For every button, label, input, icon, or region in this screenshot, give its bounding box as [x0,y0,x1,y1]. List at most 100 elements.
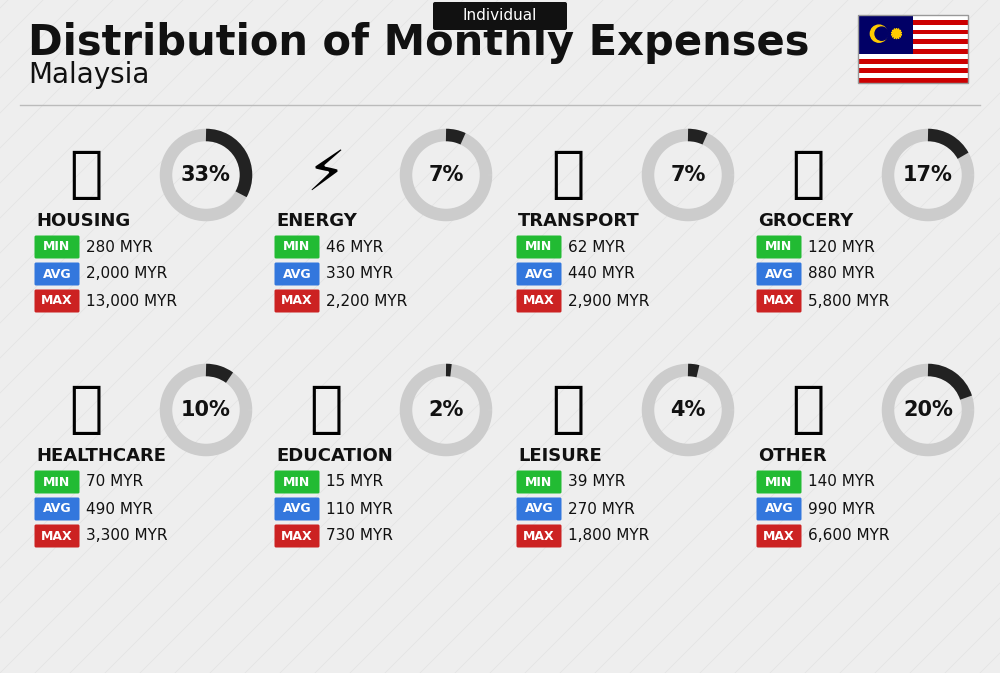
Text: HOUSING: HOUSING [36,212,130,230]
Text: 4%: 4% [670,400,706,420]
Text: 3,300 MYR: 3,300 MYR [86,528,168,544]
FancyBboxPatch shape [34,470,80,493]
Text: 2%: 2% [428,400,464,420]
FancyBboxPatch shape [516,470,562,493]
FancyBboxPatch shape [516,236,562,258]
Text: MIN: MIN [283,240,311,254]
FancyBboxPatch shape [757,289,802,312]
FancyBboxPatch shape [34,524,80,548]
Text: 🎓: 🎓 [309,383,343,437]
FancyBboxPatch shape [858,30,968,34]
Text: 46 MYR: 46 MYR [326,240,383,254]
FancyBboxPatch shape [858,15,968,20]
Text: Distribution of Monthly Expenses: Distribution of Monthly Expenses [28,22,810,64]
Text: 1,800 MYR: 1,800 MYR [568,528,649,544]
Text: HEALTHCARE: HEALTHCARE [36,447,166,465]
FancyBboxPatch shape [274,497,320,520]
Text: 140 MYR: 140 MYR [808,474,875,489]
Text: 💓: 💓 [69,383,103,437]
Text: 730 MYR: 730 MYR [326,528,393,544]
FancyBboxPatch shape [757,497,802,520]
Text: 280 MYR: 280 MYR [86,240,153,254]
Text: 440 MYR: 440 MYR [568,267,635,281]
Text: 🏢: 🏢 [69,148,103,202]
Text: AVG: AVG [525,503,553,516]
FancyBboxPatch shape [34,289,80,312]
Text: 39 MYR: 39 MYR [568,474,625,489]
Text: MAX: MAX [523,295,555,308]
FancyBboxPatch shape [858,59,968,63]
FancyBboxPatch shape [757,524,802,548]
FancyBboxPatch shape [858,54,968,59]
FancyBboxPatch shape [757,236,802,258]
Text: 7%: 7% [428,165,464,185]
FancyBboxPatch shape [274,262,320,285]
Text: OTHER: OTHER [758,447,827,465]
Text: MAX: MAX [281,530,313,542]
FancyBboxPatch shape [516,262,562,285]
Text: MIN: MIN [525,476,553,489]
Circle shape [870,25,887,42]
Text: MAX: MAX [41,530,73,542]
Text: MIN: MIN [43,476,71,489]
Text: AVG: AVG [525,267,553,281]
FancyBboxPatch shape [858,34,968,39]
Text: MIN: MIN [525,240,553,254]
Text: AVG: AVG [765,267,793,281]
Text: MAX: MAX [41,295,73,308]
FancyBboxPatch shape [274,236,320,258]
FancyBboxPatch shape [858,15,913,54]
Text: LEISURE: LEISURE [518,447,602,465]
FancyBboxPatch shape [34,262,80,285]
Text: Individual: Individual [463,9,537,24]
Text: 6,600 MYR: 6,600 MYR [808,528,890,544]
Text: ENERGY: ENERGY [276,212,357,230]
FancyBboxPatch shape [34,236,80,258]
Text: 62 MYR: 62 MYR [568,240,625,254]
Text: MAX: MAX [281,295,313,308]
FancyBboxPatch shape [34,497,80,520]
Text: AVG: AVG [765,503,793,516]
Text: 880 MYR: 880 MYR [808,267,875,281]
Text: 330 MYR: 330 MYR [326,267,393,281]
FancyBboxPatch shape [516,497,562,520]
Text: MIN: MIN [765,240,793,254]
Text: AVG: AVG [283,503,311,516]
Circle shape [875,27,888,40]
FancyBboxPatch shape [858,25,968,30]
Text: GROCERY: GROCERY [758,212,853,230]
Text: 120 MYR: 120 MYR [808,240,875,254]
Text: MAX: MAX [763,295,795,308]
Text: 5,800 MYR: 5,800 MYR [808,293,889,308]
FancyBboxPatch shape [858,63,968,69]
Text: TRANSPORT: TRANSPORT [518,212,640,230]
Text: 🚌: 🚌 [551,148,585,202]
Polygon shape [891,28,902,39]
FancyBboxPatch shape [433,2,567,30]
Text: 70 MYR: 70 MYR [86,474,143,489]
Text: 15 MYR: 15 MYR [326,474,383,489]
Text: 💰: 💰 [791,383,825,437]
Text: 33%: 33% [181,165,231,185]
Text: 2,200 MYR: 2,200 MYR [326,293,407,308]
Text: AVG: AVG [283,267,311,281]
FancyBboxPatch shape [858,69,968,73]
Text: AVG: AVG [43,267,71,281]
FancyBboxPatch shape [858,20,968,25]
Text: 270 MYR: 270 MYR [568,501,635,516]
Text: MAX: MAX [523,530,555,542]
Text: MIN: MIN [283,476,311,489]
FancyBboxPatch shape [274,470,320,493]
FancyBboxPatch shape [274,524,320,548]
FancyBboxPatch shape [274,289,320,312]
FancyBboxPatch shape [858,73,968,78]
Text: 13,000 MYR: 13,000 MYR [86,293,177,308]
Text: 490 MYR: 490 MYR [86,501,153,516]
Text: MAX: MAX [763,530,795,542]
FancyBboxPatch shape [516,289,562,312]
Text: 7%: 7% [670,165,706,185]
Text: AVG: AVG [43,503,71,516]
FancyBboxPatch shape [858,39,968,44]
Text: 🛍: 🛍 [551,383,585,437]
FancyBboxPatch shape [516,524,562,548]
